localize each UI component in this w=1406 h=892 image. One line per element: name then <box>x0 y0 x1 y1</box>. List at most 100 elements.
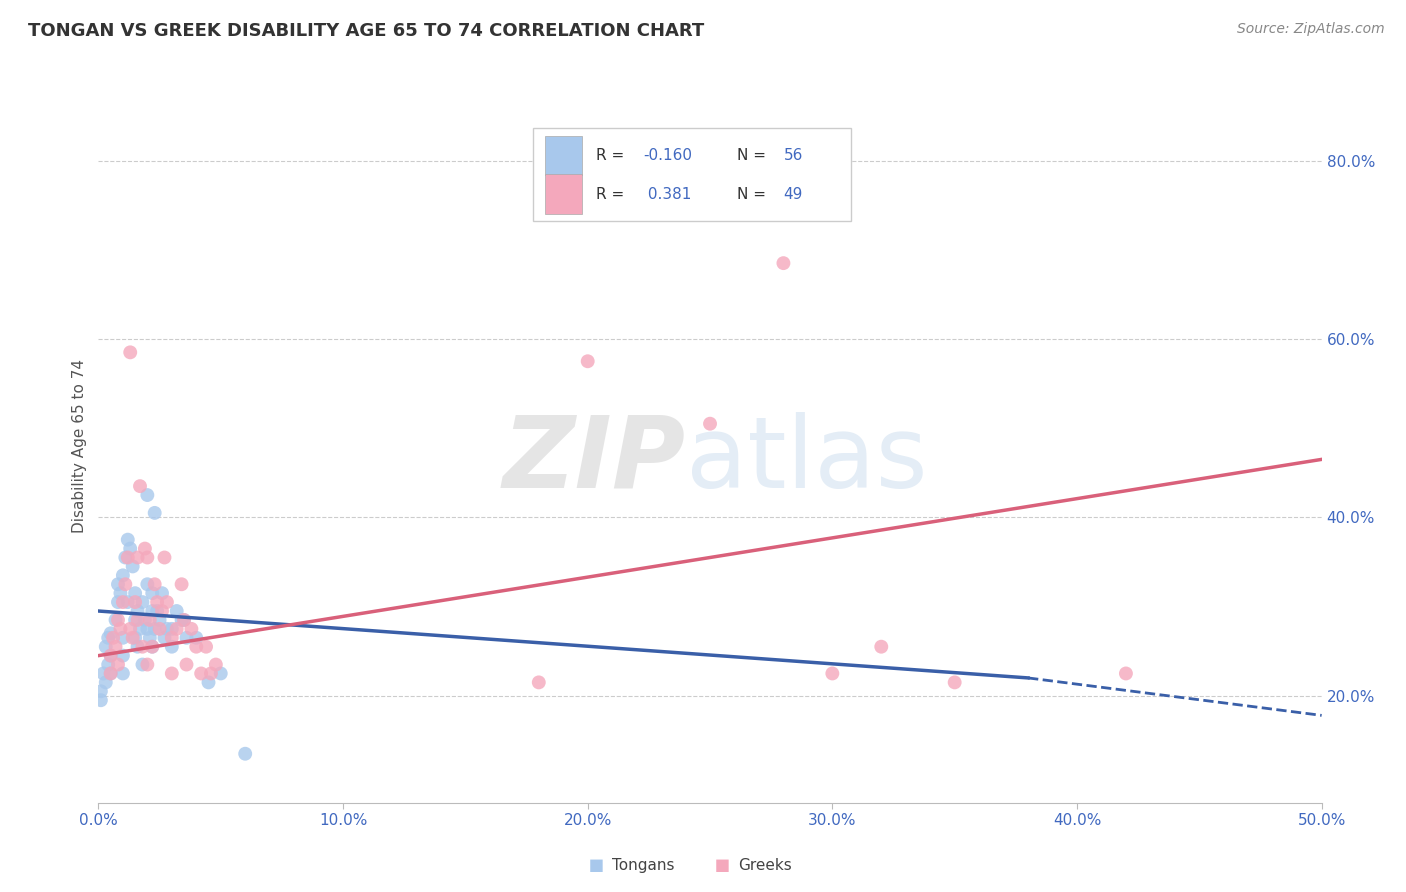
Point <box>195 640 218 654</box>
Text: Tongans: Tongans <box>612 858 673 872</box>
Point <box>173 613 195 627</box>
Point <box>150 604 173 618</box>
Point <box>136 577 159 591</box>
Point <box>127 613 149 627</box>
Point <box>576 354 599 368</box>
Point <box>117 550 139 565</box>
Point <box>91 666 114 681</box>
Point <box>186 640 208 654</box>
Point <box>120 345 142 359</box>
Point <box>117 595 139 609</box>
Point <box>104 640 127 654</box>
Text: R =: R = <box>596 148 630 163</box>
Text: ZIP: ZIP <box>502 412 686 508</box>
Point <box>143 577 166 591</box>
Point <box>124 631 146 645</box>
Point <box>100 666 122 681</box>
Text: 49: 49 <box>783 186 803 202</box>
Point <box>100 648 122 663</box>
Point <box>527 675 550 690</box>
Text: TONGAN VS GREEK DISABILITY AGE 65 TO 74 CORRELATION CHART: TONGAN VS GREEK DISABILITY AGE 65 TO 74 … <box>28 22 704 40</box>
Point <box>170 613 193 627</box>
Point <box>156 595 179 609</box>
Point <box>110 622 132 636</box>
Point <box>141 640 163 654</box>
Text: ▪: ▪ <box>588 854 605 877</box>
Point <box>149 613 172 627</box>
Point <box>107 613 129 627</box>
Point <box>107 577 129 591</box>
Point <box>104 613 127 627</box>
Point <box>121 631 143 645</box>
Point <box>136 550 159 565</box>
Point <box>100 666 122 681</box>
Point <box>114 577 136 591</box>
Point <box>129 622 152 636</box>
Text: R =: R = <box>596 186 630 202</box>
Point <box>107 657 129 672</box>
Bar <box>533 128 851 221</box>
Point <box>131 640 153 654</box>
Point <box>160 622 183 636</box>
Point <box>134 613 156 627</box>
Point <box>111 666 134 681</box>
Text: atlas: atlas <box>686 412 927 508</box>
Text: N =: N = <box>737 148 770 163</box>
Point <box>90 684 112 698</box>
Point <box>205 657 228 672</box>
Point <box>134 541 156 556</box>
Point <box>107 595 129 609</box>
Point <box>111 648 134 663</box>
Point <box>100 626 122 640</box>
Point <box>870 640 893 654</box>
Point <box>124 586 146 600</box>
Point <box>136 657 159 672</box>
Point <box>209 666 232 681</box>
Point <box>186 631 208 645</box>
Point <box>153 550 176 565</box>
Point <box>141 604 163 618</box>
Point <box>141 640 163 654</box>
Point <box>136 488 159 502</box>
Text: Greeks: Greeks <box>738 858 792 872</box>
Point <box>160 631 183 645</box>
Point <box>160 666 183 681</box>
Point <box>90 693 112 707</box>
Point <box>146 604 169 618</box>
Point <box>173 613 195 627</box>
Bar <box>546 136 582 175</box>
Point <box>124 595 146 609</box>
Point <box>200 666 222 681</box>
Point <box>160 640 183 654</box>
Point <box>176 657 198 672</box>
Point <box>139 631 162 645</box>
Point <box>114 550 136 565</box>
Point <box>129 479 152 493</box>
Text: ▪: ▪ <box>714 854 731 877</box>
Point <box>180 622 202 636</box>
Point <box>136 622 159 636</box>
Point <box>97 657 120 672</box>
Bar <box>546 175 582 214</box>
Point <box>120 541 142 556</box>
Point <box>149 622 172 636</box>
Point <box>143 506 166 520</box>
Point <box>156 622 179 636</box>
Point <box>821 666 844 681</box>
Point <box>127 640 149 654</box>
Point <box>111 568 134 582</box>
Text: 0.381: 0.381 <box>643 186 692 202</box>
Point <box>131 595 153 609</box>
Y-axis label: Disability Age 65 to 74: Disability Age 65 to 74 <box>72 359 87 533</box>
Text: 56: 56 <box>783 148 803 163</box>
Point <box>150 586 173 600</box>
Point <box>110 586 132 600</box>
Point <box>117 533 139 547</box>
Point <box>166 622 188 636</box>
Point <box>94 640 117 654</box>
Point <box>772 256 794 270</box>
Text: Source: ZipAtlas.com: Source: ZipAtlas.com <box>1237 22 1385 37</box>
Point <box>233 747 256 761</box>
Point <box>197 675 219 690</box>
Point <box>120 622 142 636</box>
